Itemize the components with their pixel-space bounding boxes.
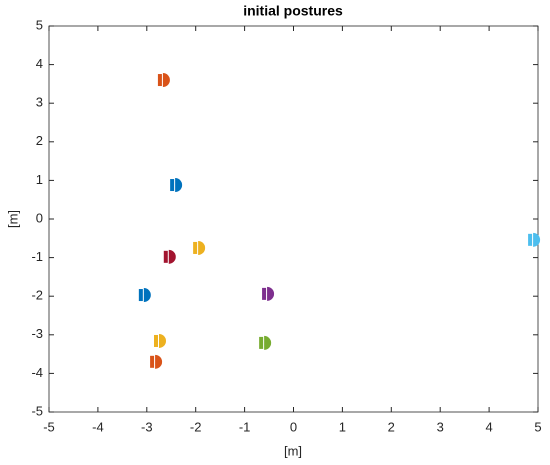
robot-wheel [150, 355, 155, 368]
robot-body [264, 335, 272, 350]
robot-body [267, 286, 275, 301]
robot-body [159, 333, 167, 348]
robot-body [143, 288, 151, 303]
y-tick-label: -1 [31, 249, 43, 264]
robot-body [162, 73, 170, 88]
x-tick-label: -3 [141, 419, 153, 434]
robot-wheel [154, 334, 159, 347]
y-tick-label: -2 [31, 288, 43, 303]
robot-wheel [193, 241, 198, 254]
y-tick-label: -5 [31, 403, 43, 418]
y-tick-label: -3 [31, 326, 43, 341]
robot-wheel [157, 74, 162, 87]
y-tick-label: 1 [36, 172, 43, 187]
robot-marker [528, 232, 541, 247]
robot-wheel [170, 179, 175, 192]
robot-marker [154, 333, 167, 348]
y-tick-label: 5 [36, 17, 43, 32]
x-tick-label: 1 [339, 419, 346, 434]
x-tick-label: 4 [485, 419, 492, 434]
robot-wheel [138, 289, 143, 302]
robot-wheel [262, 287, 267, 300]
robot-body [155, 354, 163, 369]
robot-marker [193, 240, 206, 255]
robot-body [533, 232, 541, 247]
y-tick-label: 2 [36, 133, 43, 148]
robot-body [175, 178, 183, 193]
y-axis-label: [m] [5, 210, 20, 228]
chart-title: initial postures [243, 3, 343, 19]
y-tick-label: 4 [36, 56, 43, 71]
y-tick-label: 0 [36, 210, 43, 225]
robot-marker [262, 286, 275, 301]
robot-body [198, 240, 206, 255]
y-tick-label: -4 [31, 365, 43, 380]
robot-marker [157, 73, 170, 88]
y-tick-label: 3 [36, 95, 43, 110]
robot-marker [150, 354, 163, 369]
x-axis-label: [m] [284, 443, 302, 458]
x-tick-label: -2 [190, 419, 202, 434]
x-tick-label: -1 [239, 419, 251, 434]
x-tick-label: 2 [388, 419, 395, 434]
robot-wheel [259, 336, 264, 349]
robot-marker [259, 335, 272, 350]
x-tick-label: -5 [43, 419, 55, 434]
x-tick-label: 5 [534, 419, 541, 434]
x-tick-label: 3 [437, 419, 444, 434]
robot-wheel [163, 250, 168, 263]
robot-marker [163, 249, 176, 264]
robot-wheel [528, 233, 533, 246]
robot-body [168, 249, 176, 264]
x-tick-label: 0 [290, 419, 297, 434]
robot-marker [170, 178, 183, 193]
robot-marker [138, 288, 151, 303]
x-tick-label: -4 [92, 419, 104, 434]
